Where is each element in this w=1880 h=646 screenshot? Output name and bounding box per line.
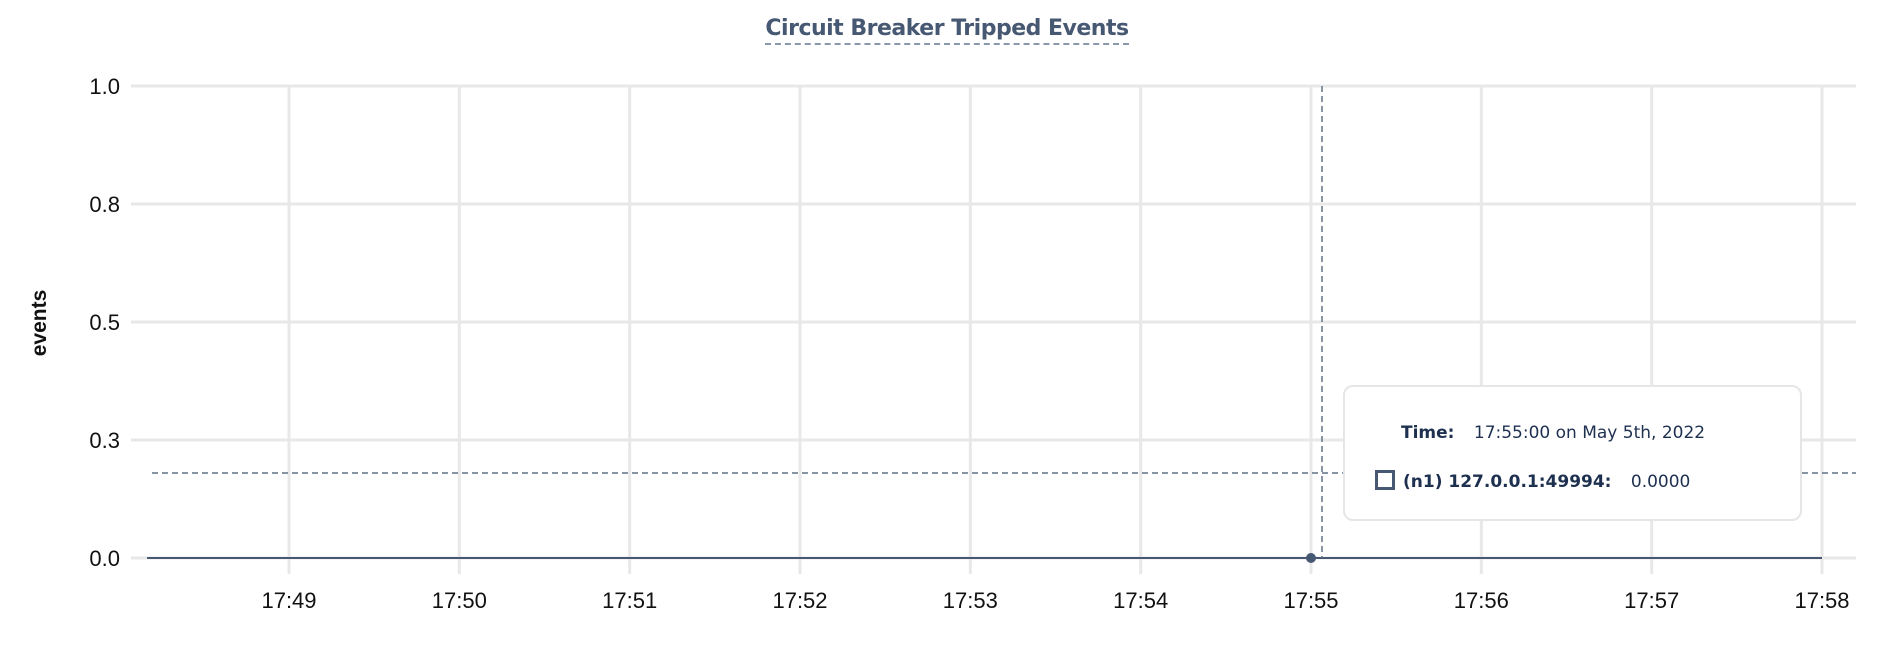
grid xyxy=(131,84,1856,574)
tooltip-time-label: Time: xyxy=(1401,423,1455,443)
x-tick-label: 17:58 xyxy=(1794,588,1849,613)
x-tick-label: 17:55 xyxy=(1283,588,1338,613)
x-tick-label: 17:52 xyxy=(772,588,827,613)
tooltip-series-label: (n1) 127.0.0.1:49994: xyxy=(1403,472,1612,492)
x-tick-label: 17:56 xyxy=(1454,588,1509,613)
y-tick-label: 0.0 xyxy=(89,546,120,571)
y-axis-label: events xyxy=(28,290,51,357)
y-axis-ticks: 0.0 0.3 0.5 0.8 1.0 xyxy=(89,74,120,571)
y-tick-label: 0.8 xyxy=(89,192,120,217)
x-tick-label: 17:49 xyxy=(261,588,316,613)
x-tick-label: 17:53 xyxy=(943,588,998,613)
x-axis-ticks: 17:49 17:50 17:51 17:52 17:53 17:54 17:55 17:56… xyxy=(261,588,1849,613)
tooltip-time-value: 17:55:00 on May 5th, 2022 xyxy=(1473,423,1706,443)
x-tick-label: 17:54 xyxy=(1113,588,1168,613)
tooltip: Time: 17:55:00 on May 5th, 2022 (n1) 127… xyxy=(1343,385,1802,521)
hover-point[interactable] xyxy=(1306,553,1316,563)
x-tick-label: 17:57 xyxy=(1624,588,1679,613)
x-tick-label: 17:50 xyxy=(432,588,487,613)
y-tick-label: 0.3 xyxy=(89,428,120,453)
series-swatch-icon xyxy=(1375,470,1395,490)
chart-title[interactable]: Circuit Breaker Tripped Events xyxy=(765,16,1129,45)
y-tick-label: 1.0 xyxy=(89,74,120,99)
y-tick-label: 0.5 xyxy=(89,310,120,335)
x-tick-label: 17:51 xyxy=(602,588,657,613)
chart-title-wrap: Circuit Breaker Tripped Events xyxy=(0,16,1880,45)
tooltip-series-value: 0.0000 xyxy=(1630,472,1691,492)
